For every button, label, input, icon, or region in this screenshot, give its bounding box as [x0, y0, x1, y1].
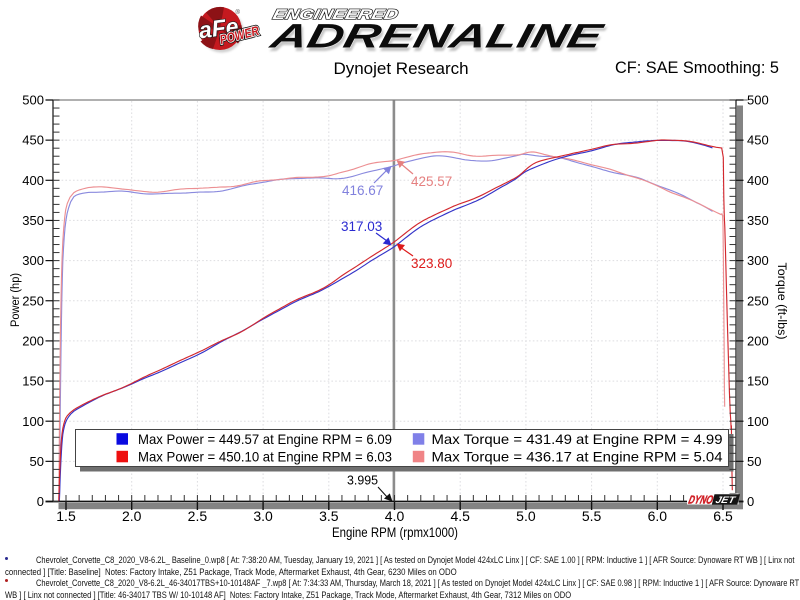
svg-text:Max Torque = 436.17 at Engine: Max Torque = 436.17 at Engine RPM = 5.04 — [432, 449, 723, 465]
svg-text:Max Power = 449.57 at Engine R: Max Power = 449.57 at Engine RPM = 6.09 — [138, 431, 392, 447]
svg-text:ADRENALINE: ADRENALINE — [267, 21, 609, 59]
svg-text:2.5: 2.5 — [188, 508, 208, 524]
svg-text:CF: SAE Smoothing: 5: CF: SAE Smoothing: 5 — [615, 59, 779, 77]
svg-text:Max Torque = 431.49 at Engine: Max Torque = 431.49 at Engine RPM = 4.99 — [432, 431, 723, 447]
svg-text:50: 50 — [747, 454, 761, 469]
svg-text:Engine RPM (rpmx1000): Engine RPM (rpmx1000) — [332, 525, 458, 540]
svg-text:250: 250 — [22, 293, 44, 308]
svg-text:3.995: 3.995 — [347, 474, 378, 488]
svg-text:450: 450 — [22, 133, 44, 148]
svg-text:0: 0 — [747, 494, 754, 509]
svg-text:Max Power = 450.10 at Engine R: Max Power = 450.10 at Engine RPM = 6.03 — [138, 449, 392, 465]
svg-text:3.5: 3.5 — [319, 508, 339, 524]
svg-text:350: 350 — [22, 213, 44, 228]
svg-text:4.5: 4.5 — [450, 508, 470, 524]
svg-text:100: 100 — [747, 414, 769, 429]
svg-text:450: 450 — [747, 133, 769, 148]
svg-text:200: 200 — [22, 334, 44, 349]
svg-text:400: 400 — [22, 173, 44, 188]
svg-text:aFe: aFe — [197, 13, 240, 44]
svg-text:100: 100 — [22, 414, 44, 429]
svg-text:425.57: 425.57 — [411, 174, 452, 189]
svg-text:150: 150 — [747, 374, 769, 389]
svg-text:ADRENALINE: ADRENALINE — [266, 18, 608, 56]
svg-text:500: 500 — [747, 93, 769, 108]
svg-text:Torque (ft-lbs): Torque (ft-lbs) — [775, 263, 789, 340]
svg-text:323.80: 323.80 — [411, 256, 452, 271]
svg-text:Power (hp): Power (hp) — [8, 273, 22, 327]
svg-text:4.0: 4.0 — [385, 508, 405, 524]
svg-text:0: 0 — [37, 494, 44, 509]
svg-text:JET: JET — [714, 495, 737, 506]
svg-text:6.5: 6.5 — [713, 508, 733, 524]
svg-text:Dynojet Research: Dynojet Research — [333, 59, 468, 78]
svg-text:416.67: 416.67 — [342, 183, 383, 198]
svg-text:5.5: 5.5 — [582, 508, 602, 524]
svg-text:500: 500 — [22, 93, 44, 108]
svg-text:50: 50 — [30, 454, 44, 469]
svg-text:350: 350 — [747, 213, 769, 228]
svg-text:150: 150 — [22, 374, 44, 389]
svg-text:300: 300 — [22, 253, 44, 268]
svg-text:DYNO: DYNO — [687, 494, 714, 507]
svg-text:300: 300 — [747, 253, 769, 268]
svg-text:250: 250 — [747, 293, 769, 308]
svg-text:317.03: 317.03 — [341, 219, 382, 234]
svg-text:2.0: 2.0 — [122, 508, 142, 524]
svg-text:ENGINEERED: ENGINEERED — [271, 7, 400, 23]
svg-text:400: 400 — [747, 173, 769, 188]
svg-text:®: ® — [236, 9, 241, 16]
svg-text:6.0: 6.0 — [648, 508, 668, 524]
svg-text:5.0: 5.0 — [516, 508, 536, 524]
svg-text:200: 200 — [747, 334, 769, 349]
svg-text:3.0: 3.0 — [253, 508, 273, 524]
svg-text:1.5: 1.5 — [56, 508, 76, 524]
